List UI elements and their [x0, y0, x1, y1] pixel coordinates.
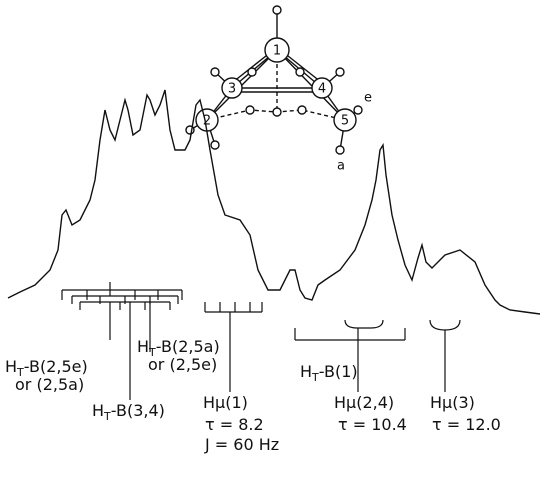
shift: τ = 12.0	[432, 415, 501, 434]
assignment: Hμ(2,4)	[334, 393, 394, 412]
assignment: Hμ(3)	[430, 393, 475, 412]
atom-label: 1	[273, 44, 281, 59]
assignment: HT-B(3,4)	[92, 401, 165, 423]
assignment: Hμ(1)	[203, 393, 248, 412]
coupling: J = 60 Hz	[204, 435, 279, 454]
assignment: HT-B(2,5e)	[5, 357, 88, 379]
atom-label: 4	[318, 82, 326, 97]
labels: HT-B(2,5e) or (2,5a) HT-B(2,5a) or (2,5e…	[5, 337, 501, 454]
assignment: HT-B(1)	[300, 362, 358, 384]
splitting-patterns	[61, 282, 461, 400]
assignment: HT-B(2,5a)	[137, 337, 220, 359]
position-label: a	[337, 159, 345, 174]
spectrum	[7, 89, 541, 315]
assignment: or (2,5e)	[148, 355, 217, 374]
atom-label: 2	[203, 114, 211, 129]
shift: τ = 8.2	[205, 415, 264, 434]
molecule: 1 2 3 4 5 e a	[185, 5, 372, 174]
position-label: e	[364, 91, 372, 106]
assignment: or (2,5a)	[15, 375, 84, 394]
shift: τ = 10.4	[338, 415, 407, 434]
atom-label: 3	[228, 82, 236, 97]
atom-label: 5	[341, 114, 349, 129]
